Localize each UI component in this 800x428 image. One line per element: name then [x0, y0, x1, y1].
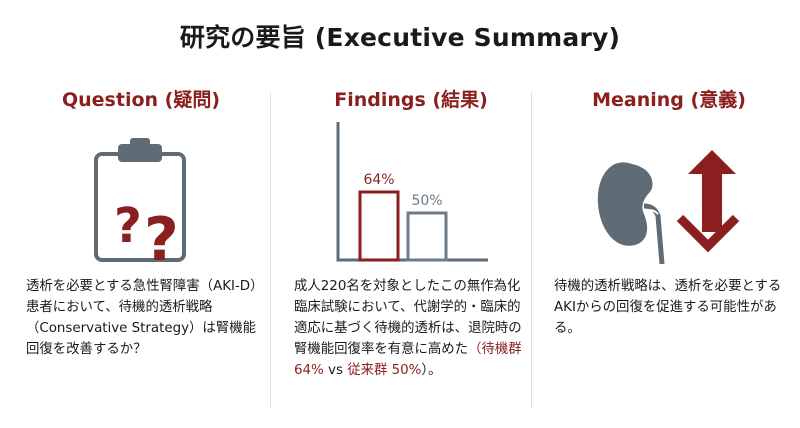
- chart-data-label-2: 50%: [411, 193, 442, 209]
- question-text: 透析を必要とする急性腎障害（AKI-D）患者において、待機的透析戦略（Conse…: [26, 279, 257, 357]
- chart-bar-1: [358, 190, 400, 262]
- clipboard-question-icon: ? ?: [12, 114, 270, 275]
- meaning-text: 待機的透析戦略は、透析を必要とするAKIからの回復を促進する可能性がある。: [554, 279, 782, 336]
- findings-column: Findings (結果) 64% 50% 成人220名を対象としたこの無作為化臨…: [282, 86, 540, 378]
- bar-chart-icon: 64% 50%: [282, 114, 540, 264]
- findings-highlight-conservative: （待機群 64%: [294, 342, 522, 378]
- svg-text:?: ?: [144, 205, 179, 264]
- page-title: 研究の要旨 (Executive Summary): [179, 23, 621, 52]
- findings-text-main: 成人220名を対象としたこの無作為化臨床試験において、代謝学的・臨床的適応に基づ…: [294, 279, 522, 357]
- findings-highlight-standard: 従来群 50%: [347, 363, 422, 378]
- findings-text-end: ）。: [421, 363, 442, 378]
- meaning-column: Meaning (意義) 待機的透析戦略は、透析を必要とするAKIからの回復を促…: [540, 86, 798, 336]
- meaning-heading: Meaning (意義): [592, 89, 746, 111]
- column-divider: [531, 92, 532, 408]
- svg-text:?: ?: [114, 198, 142, 254]
- findings-bar-chart: 64% 50%: [336, 122, 488, 262]
- kidney-arrows-icon: [540, 114, 798, 265]
- question-column: Question (疑問) ? ? 透析を必要とする急性腎障害（AKI-D）患者…: [12, 86, 270, 357]
- findings-heading: Findings (結果): [334, 89, 488, 111]
- findings-text: 成人220名を対象としたこの無作為化臨床試験において、代謝学的・臨床的適応に基づ…: [294, 276, 530, 381]
- column-divider: [270, 92, 271, 408]
- question-heading: Question (疑問): [61, 89, 221, 111]
- findings-text-vs: vs: [323, 363, 348, 378]
- chart-data-label-1: 64%: [363, 172, 394, 188]
- chart-bar-2: [406, 211, 448, 262]
